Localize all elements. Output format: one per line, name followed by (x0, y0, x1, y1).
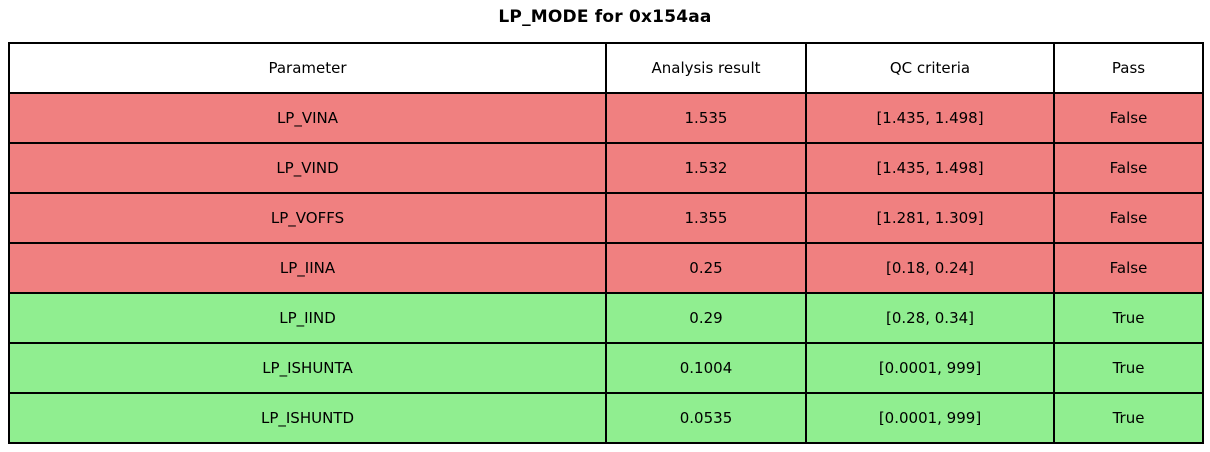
parameter-cell: LP_VIND (8, 142, 607, 194)
analysis-result-cell: 1.532 (605, 142, 807, 194)
qc-criteria-cell: [1.281, 1.309] (805, 192, 1055, 244)
qc-criteria-cell: [0.0001, 999] (805, 342, 1055, 394)
col-header-analysis-result: Analysis result (605, 42, 807, 94)
table-row: LP_VINA 1.535 [1.435, 1.498] False (8, 92, 1204, 144)
pass-cell: False (1053, 92, 1204, 144)
pass-cell: True (1053, 392, 1204, 444)
col-header-qc-criteria: QC criteria (805, 42, 1055, 94)
qc-criteria-cell: [0.18, 0.24] (805, 242, 1055, 294)
qc-criteria-cell: [1.435, 1.498] (805, 142, 1055, 194)
pass-cell: True (1053, 292, 1204, 344)
table-row: LP_IINA 0.25 [0.18, 0.24] False (8, 242, 1204, 294)
table-row: LP_ISHUNTD 0.0535 [0.0001, 999] True (8, 392, 1204, 444)
table-row: LP_ISHUNTA 0.1004 [0.0001, 999] True (8, 342, 1204, 394)
qc-results-table: Parameter Analysis result QC criteria Pa… (8, 42, 1204, 444)
analysis-result-cell: 0.25 (605, 242, 807, 294)
qc-criteria-cell: [0.28, 0.34] (805, 292, 1055, 344)
parameter-cell: LP_IINA (8, 242, 607, 294)
qc-criteria-cell: [0.0001, 999] (805, 392, 1055, 444)
parameter-cell: LP_ISHUNTD (8, 392, 607, 444)
qc-criteria-cell: [1.435, 1.498] (805, 92, 1055, 144)
pass-cell: True (1053, 342, 1204, 394)
table-body: LP_VINA 1.535 [1.435, 1.498] False LP_VIND 1.… (8, 92, 1204, 444)
col-header-parameter: Parameter (8, 42, 607, 94)
parameter-cell: LP_VINA (8, 92, 607, 144)
table-row: LP_VOFFS 1.355 [1.281, 1.309] False (8, 192, 1204, 244)
analysis-result-cell: 0.1004 (605, 342, 807, 394)
analysis-result-cell: 1.355 (605, 192, 807, 244)
table-row: LP_VIND 1.532 [1.435, 1.498] False (8, 142, 1204, 194)
analysis-result-cell: 0.29 (605, 292, 807, 344)
pass-cell: False (1053, 242, 1204, 294)
col-header-pass: Pass (1053, 42, 1204, 94)
header-row: Parameter Analysis result QC criteria Pa… (8, 42, 1204, 94)
page-title: LP_MODE for 0x154aa (498, 7, 712, 27)
analysis-result-cell: 1.535 (605, 92, 807, 144)
pass-cell: False (1053, 192, 1204, 244)
analysis-result-cell: 0.0535 (605, 392, 807, 444)
pass-cell: False (1053, 142, 1204, 194)
parameter-cell: LP_VOFFS (8, 192, 607, 244)
parameter-cell: LP_ISHUNTA (8, 342, 607, 394)
parameter-cell: LP_IIND (8, 292, 607, 344)
table-row: LP_IIND 0.29 [0.28, 0.34] True (8, 292, 1204, 344)
